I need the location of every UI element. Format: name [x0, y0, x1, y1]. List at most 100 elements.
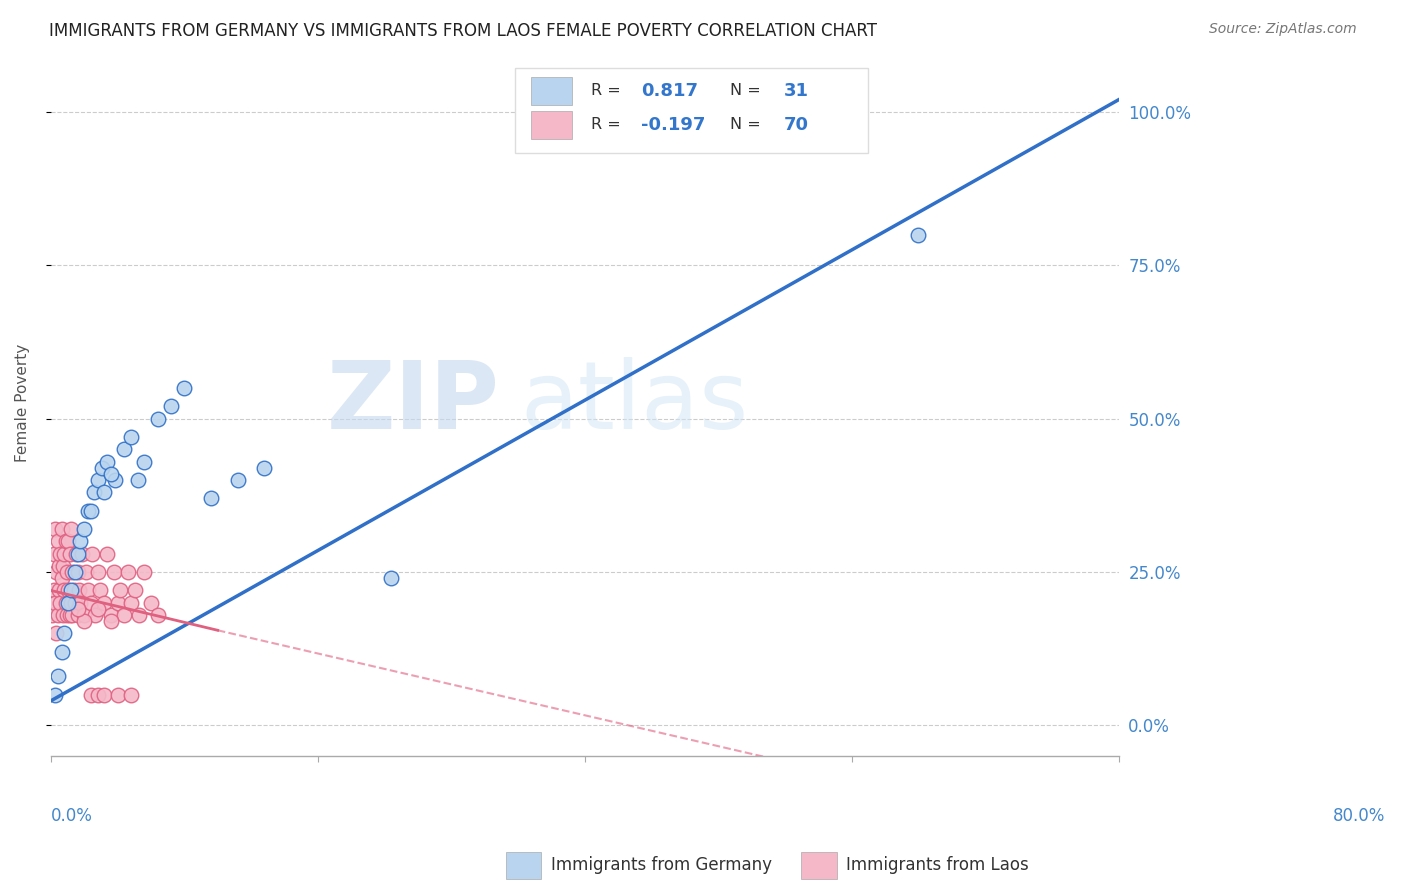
- Point: [75, 565, 97, 579]
- Point: [134, 565, 156, 579]
- Point: [93, 688, 115, 702]
- Point: [100, 614, 122, 628]
- Point: [80, 596, 103, 610]
- Point: [44, 522, 66, 536]
- Point: [127, 473, 149, 487]
- Text: Immigrants from Laos: Immigrants from Laos: [846, 856, 1029, 874]
- Point: [51, 571, 73, 585]
- Point: [110, 583, 132, 598]
- Point: [146, 607, 169, 622]
- Point: [128, 607, 150, 622]
- Point: [66, 602, 89, 616]
- Point: [48, 583, 70, 598]
- Point: [86, 473, 108, 487]
- Text: R =: R =: [591, 83, 621, 98]
- Text: 0.817: 0.817: [641, 82, 699, 100]
- Point: [86, 602, 108, 616]
- Point: [49, 596, 72, 610]
- Point: [160, 400, 183, 414]
- Point: [67, 583, 90, 598]
- Text: ZIP: ZIP: [326, 358, 499, 450]
- FancyBboxPatch shape: [531, 77, 572, 105]
- Point: [44, 596, 66, 610]
- Point: [107, 688, 129, 702]
- FancyBboxPatch shape: [531, 111, 572, 139]
- Point: [103, 565, 125, 579]
- Text: 70: 70: [783, 116, 808, 134]
- Point: [56, 534, 79, 549]
- Point: [46, 534, 69, 549]
- Text: N =: N =: [730, 117, 761, 132]
- Text: Source: ZipAtlas.com: Source: ZipAtlas.com: [1209, 22, 1357, 37]
- Point: [73, 607, 96, 622]
- Text: atlas: atlas: [520, 358, 749, 450]
- Point: [69, 596, 91, 610]
- Point: [120, 430, 142, 444]
- Point: [82, 547, 104, 561]
- Point: [41, 607, 63, 622]
- Point: [52, 607, 75, 622]
- FancyBboxPatch shape: [506, 852, 541, 879]
- Point: [63, 596, 86, 610]
- Point: [59, 522, 82, 536]
- Point: [62, 583, 84, 598]
- Y-axis label: Female Poverty: Female Poverty: [15, 344, 30, 462]
- Point: [77, 504, 100, 518]
- Point: [51, 522, 73, 536]
- Point: [45, 626, 67, 640]
- Text: -0.197: -0.197: [641, 116, 706, 134]
- Point: [60, 607, 83, 622]
- Point: [66, 565, 89, 579]
- Point: [63, 565, 86, 579]
- Point: [51, 645, 73, 659]
- Point: [90, 460, 112, 475]
- FancyBboxPatch shape: [801, 852, 837, 879]
- Point: [59, 583, 82, 598]
- FancyBboxPatch shape: [516, 69, 868, 153]
- Point: [93, 596, 115, 610]
- Point: [69, 534, 91, 549]
- Point: [66, 547, 89, 561]
- Point: [56, 583, 79, 598]
- Point: [146, 411, 169, 425]
- Point: [93, 485, 115, 500]
- Point: [73, 614, 96, 628]
- Point: [86, 688, 108, 702]
- Point: [53, 626, 76, 640]
- Text: IMMIGRANTS FROM GERMANY VS IMMIGRANTS FROM LAOS FEMALE POVERTY CORRELATION CHART: IMMIGRANTS FROM GERMANY VS IMMIGRANTS FR…: [49, 22, 877, 40]
- Point: [83, 607, 105, 622]
- Point: [58, 607, 80, 622]
- Point: [139, 596, 162, 610]
- Point: [83, 485, 105, 500]
- Point: [117, 565, 139, 579]
- Point: [59, 596, 82, 610]
- Point: [73, 522, 96, 536]
- Point: [49, 547, 72, 561]
- Point: [173, 381, 195, 395]
- Point: [226, 473, 249, 487]
- Point: [77, 583, 100, 598]
- Point: [44, 688, 66, 702]
- Point: [66, 607, 89, 622]
- Point: [60, 565, 83, 579]
- Point: [52, 558, 75, 573]
- Point: [55, 534, 77, 549]
- Point: [112, 607, 135, 622]
- Point: [112, 442, 135, 457]
- Point: [56, 596, 79, 610]
- Point: [56, 607, 79, 622]
- Point: [96, 547, 118, 561]
- Point: [53, 547, 76, 561]
- Point: [56, 565, 79, 579]
- Point: [80, 688, 103, 702]
- Point: [55, 596, 77, 610]
- Text: 80.0%: 80.0%: [1333, 806, 1385, 825]
- Point: [80, 504, 103, 518]
- Text: 31: 31: [783, 82, 808, 100]
- Text: 0.0%: 0.0%: [51, 806, 93, 825]
- Point: [86, 565, 108, 579]
- Point: [100, 607, 122, 622]
- Point: [120, 596, 142, 610]
- Point: [53, 583, 76, 598]
- Point: [42, 547, 65, 561]
